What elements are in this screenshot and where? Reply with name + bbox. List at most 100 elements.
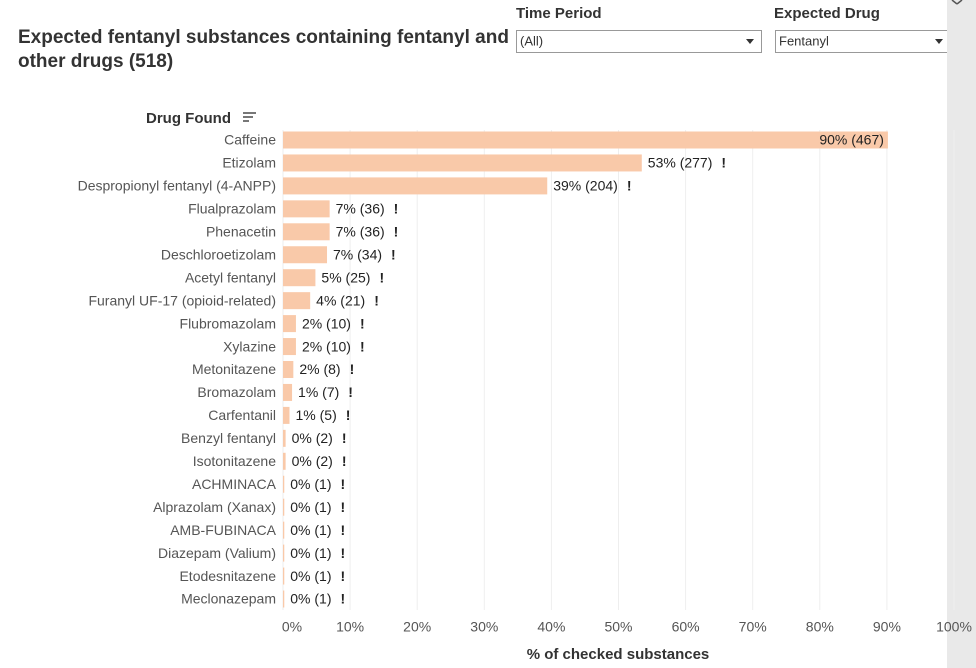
y-tick-label: Caffeine [224,132,276,148]
data-label: 2% (8) [299,361,340,377]
warning-flag: ! [350,361,355,377]
y-tick-label: Flubromazolam [180,315,276,331]
y-tick-label: Phenacetin [206,224,276,240]
bar [283,521,285,539]
data-label: 2% (10) [302,315,351,331]
data-label: 0% (1) [290,545,331,561]
filter-value: (All) [520,33,543,48]
warning-flag: ! [394,224,399,240]
y-tick-label: Diazepam (Valium) [158,545,276,561]
warning-flag: ! [341,499,346,515]
filter-value: Fentanyl [779,33,829,48]
title-line: Expected fentanyl substances containing … [18,27,509,48]
warning-flag: ! [360,315,365,331]
x-tick-label: 0% [282,619,302,635]
bar [283,544,285,562]
y-tick-label: Isotonitazene [193,453,276,469]
warning-flag: ! [379,269,384,285]
y-tick-label: Alprazolam (Xanax) [153,499,276,515]
bar [283,452,286,470]
warning-flag: ! [342,453,347,469]
data-label: 0% (1) [290,476,331,492]
y-tick-label: AMB-FUBINACA [170,522,276,538]
filter-dropdown[interactable] [516,30,762,53]
y-tick-label: Despropionyl fentanyl (4-ANPP) [78,178,276,194]
filter-label: Time Period [516,5,602,22]
y-tick-label: Acetyl fentanyl [185,269,276,285]
warning-flag: ! [341,545,346,561]
bar [283,131,888,149]
bar [283,498,285,516]
chart-title: Expected fentanyl substances containing … [18,27,509,72]
data-label: 0% (1) [290,522,331,538]
warning-flag: ! [342,430,347,446]
y-tick-label: Furanyl UF-17 (opioid-related) [88,292,276,308]
title-line: other drugs (518) [18,51,173,72]
y-tick-label: Etizolam [222,155,276,171]
y-axis-title: Drug Found [146,110,231,127]
bar [283,383,293,401]
data-label: 2% (10) [302,338,351,354]
warning-flag: ! [391,246,396,262]
warning-flag: ! [360,338,365,354]
scrollbar[interactable] [947,0,976,668]
bar [283,269,316,287]
y-tick-label: ACHMINACA [192,476,277,492]
warning-flag: ! [394,201,399,217]
bar [283,315,296,333]
warning-flag: ! [341,522,346,538]
warning-flag: ! [346,407,351,423]
data-label: 53% (277) [648,155,713,171]
bar [283,246,328,264]
bar [283,406,290,424]
y-tick-label: Flualprazolam [188,201,276,217]
x-tick-label: 70% [739,619,767,635]
warning-flag: ! [341,568,346,584]
data-label: 90% (467) [819,132,884,148]
x-tick-label: 80% [806,619,834,635]
warning-flag: ! [721,155,726,171]
data-label: 7% (36) [336,201,385,217]
data-label: 0% (2) [292,430,333,446]
close-icon[interactable] [951,0,963,5]
bar [283,338,296,356]
warning-flag: ! [627,178,632,194]
x-tick-label: 50% [604,619,632,635]
x-tick-label: 30% [470,619,498,635]
data-label: 39% (204) [553,178,618,194]
data-label: 0% (1) [290,568,331,584]
y-tick-label: Benzyl fentanyl [181,430,276,446]
data-label: 7% (34) [333,246,382,262]
data-label: 0% (1) [290,591,331,607]
data-label: 4% (21) [316,292,365,308]
x-tick-label: 20% [403,619,431,635]
bar [283,177,548,195]
y-tick-label: Bromazolam [197,384,276,400]
x-tick-label: 100% [936,619,972,635]
y-tick-label: Carfentanil [208,407,276,423]
data-label: 5% (25) [321,269,370,285]
x-tick-label: 40% [537,619,565,635]
bar [283,475,285,493]
x-tick-label: 90% [873,619,901,635]
dropdown-arrow [746,39,754,44]
x-tick-label: 10% [336,619,364,635]
x-tick-label: 60% [672,619,700,635]
bar [283,429,286,447]
sort-icon[interactable] [243,112,256,122]
y-tick-label: Etodesnitazene [179,568,276,584]
bar [283,292,311,310]
y-tick-label: Metonitazene [192,361,276,377]
data-label: 0% (1) [290,499,331,515]
warning-flag: ! [341,591,346,607]
data-label: 1% (7) [298,384,339,400]
bar [283,200,330,218]
warning-flag: ! [374,292,379,308]
bar [283,154,642,172]
bar [283,567,285,585]
data-label: 0% (2) [292,453,333,469]
dropdown-arrow [935,39,943,44]
bar [283,223,330,241]
